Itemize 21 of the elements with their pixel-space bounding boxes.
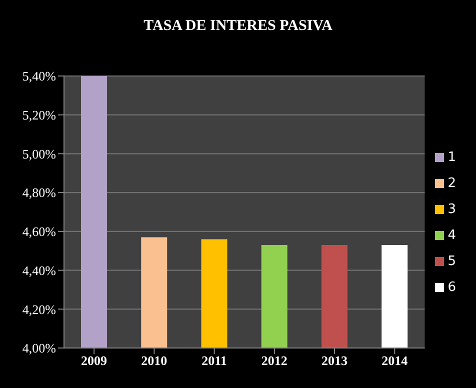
legend-label: 3 [448, 202, 456, 217]
legend-label: 2 [448, 176, 456, 191]
chart-title: TASA DE INTERES PASIVA [142, 17, 334, 36]
y-tick-label: 4,20% [22, 302, 56, 317]
y-tick-label: 5,20% [22, 107, 56, 122]
y-tick-label: 5,00% [22, 146, 56, 162]
legend-label: 5 [448, 254, 456, 269]
legend-label: 6 [448, 280, 456, 295]
y-tick-label: 4,80% [22, 185, 56, 200]
x-tick-label: 2009 [81, 353, 108, 368]
y-tick-label: 4,60% [22, 224, 56, 240]
x-tick-label: 2014 [382, 353, 408, 368]
x-tick-label: 2013 [322, 353, 348, 368]
x-tick-label: 2011 [202, 353, 227, 368]
x-tick-label: 2010 [141, 353, 168, 368]
y-tick-label: 4,00% [22, 340, 56, 356]
legend-label: 1 [448, 150, 456, 165]
x-tick-label: 2012 [261, 353, 288, 368]
legend-label: 4 [448, 228, 456, 243]
y-tick-label: 5,40% [22, 68, 56, 84]
y-tick-label: 4,40% [22, 262, 56, 278]
